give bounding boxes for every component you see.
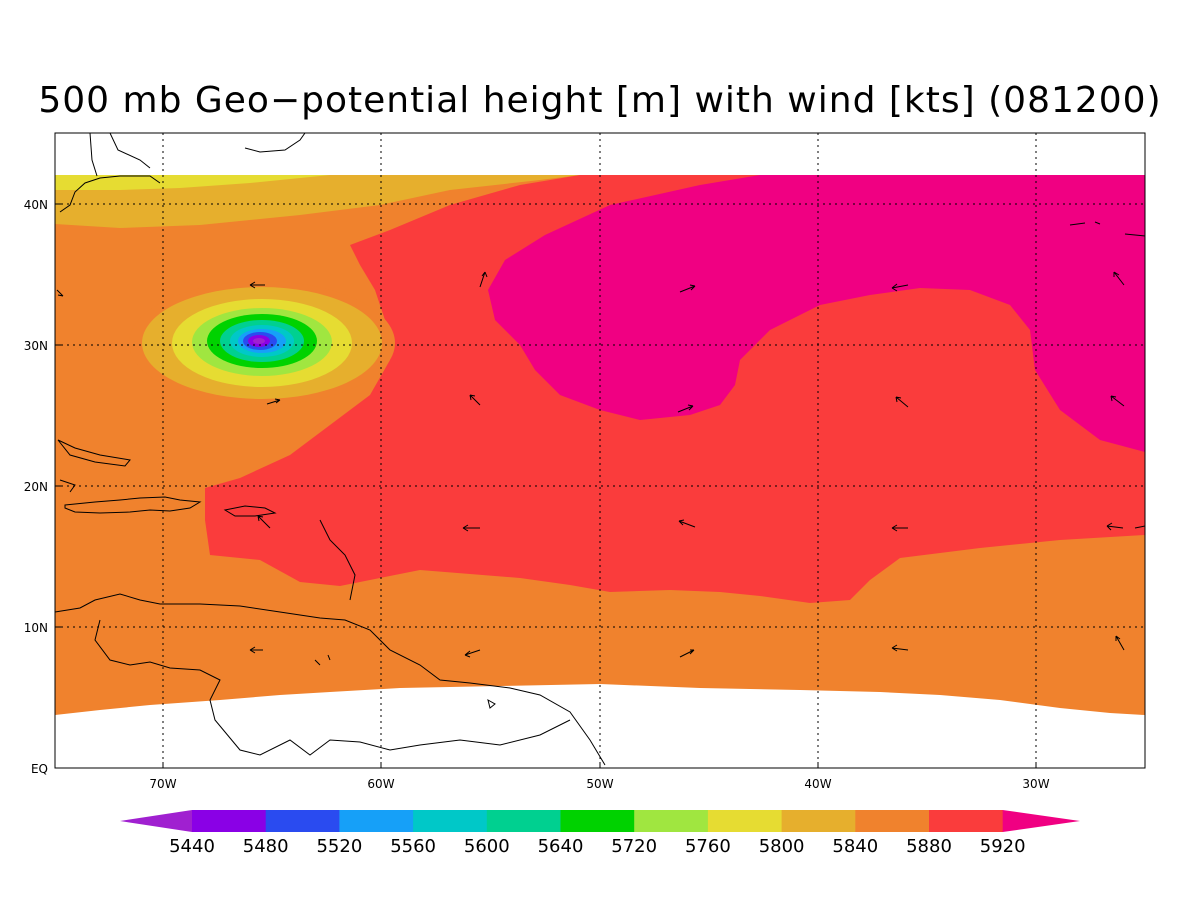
wind-arrows bbox=[56, 271, 1125, 658]
map-title: 500 mb Geo−potential height [m] with win… bbox=[38, 80, 1162, 121]
lat-label-eq: EQ bbox=[31, 762, 48, 776]
low-pressure-center bbox=[129, 281, 395, 405]
lat-label-30n: 30N bbox=[24, 339, 48, 353]
colorbar-label: 5520 bbox=[316, 836, 362, 857]
colorbar-segment bbox=[339, 810, 414, 832]
colorbar-segment bbox=[929, 810, 1004, 832]
colorbar-label: 5440 bbox=[169, 836, 215, 857]
colorbar-segment bbox=[560, 810, 635, 832]
lon-label-30w: 30W bbox=[1022, 777, 1049, 791]
lon-label-60w: 60W bbox=[367, 777, 394, 791]
lon-label-70w: 70W bbox=[149, 777, 176, 791]
height-field bbox=[55, 133, 1145, 768]
colorbar: 5440 5480 5520 5560 5600 5640 5720 5760 5800 5840… bbox=[120, 810, 1080, 857]
lon-label-40w: 40W bbox=[804, 777, 831, 791]
lon-label-50w: 50W bbox=[586, 777, 613, 791]
colorbar-segment bbox=[265, 810, 340, 832]
colorbar-label: 5880 bbox=[906, 836, 952, 857]
grid-lines bbox=[55, 133, 1145, 768]
field-5800 bbox=[55, 175, 330, 190]
colorbar-segment bbox=[634, 810, 709, 832]
colorbar-label: 5800 bbox=[759, 836, 805, 857]
colorbar-label: 5920 bbox=[980, 836, 1026, 857]
lat-label-40n: 40N bbox=[24, 198, 48, 212]
colorbar-segment bbox=[486, 810, 561, 832]
colorbar-label: 5560 bbox=[390, 836, 436, 857]
colorbar-label: 5600 bbox=[464, 836, 510, 857]
colorbar-arrow-high bbox=[1002, 810, 1080, 832]
coastlines bbox=[55, 133, 1145, 766]
lat-label-20n: 20N bbox=[24, 480, 48, 494]
colorbar-label: 5840 bbox=[832, 836, 878, 857]
field-5840 bbox=[55, 175, 580, 228]
lat-label-10n: 10N bbox=[24, 621, 48, 635]
colorbar-segment bbox=[192, 810, 267, 832]
field-5960 bbox=[488, 175, 1145, 452]
colorbar-label: 5720 bbox=[611, 836, 657, 857]
colorbar-segment bbox=[707, 810, 783, 832]
colorbar-segment bbox=[855, 810, 930, 832]
colorbar-label: 5640 bbox=[538, 836, 584, 857]
colorbar-segment bbox=[781, 810, 856, 832]
axis-ticks bbox=[55, 203, 1037, 768]
colorbar-label: 5480 bbox=[243, 836, 289, 857]
colorbar-label: 5760 bbox=[685, 836, 731, 857]
colorbar-arrow-low bbox=[120, 810, 192, 832]
colorbar-segment bbox=[413, 810, 488, 832]
